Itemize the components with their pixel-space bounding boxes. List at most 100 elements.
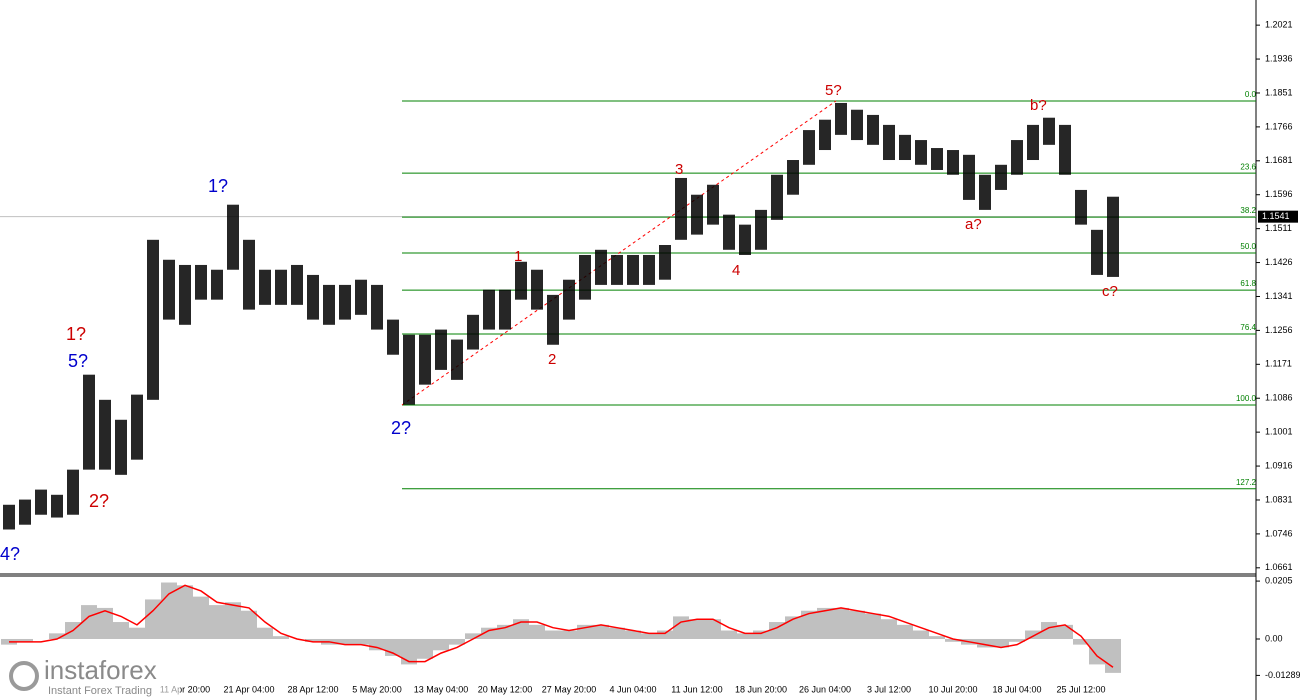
macd-bar (97, 607, 113, 639)
price-bar (979, 174, 991, 210)
price-bar (179, 264, 191, 325)
price-bar (3, 504, 15, 530)
wave-label: 1? (208, 176, 228, 196)
macd-bar (721, 630, 737, 639)
y-tick-label: 1.1596 (1265, 189, 1293, 199)
x-tick-label: 10 Jul 20:00 (928, 684, 977, 694)
y-tick-label: 1.1256 (1265, 325, 1293, 335)
wave-label: 4 (732, 262, 740, 279)
price-bar (355, 279, 367, 315)
macd-bar (545, 630, 561, 639)
macd-bar (145, 599, 161, 639)
x-tick-label: 4 Jun 04:00 (609, 684, 656, 694)
price-bar (1011, 140, 1023, 175)
price-bar (723, 214, 735, 250)
price-bar (83, 374, 95, 470)
price-bar (771, 174, 783, 220)
price-bar (595, 249, 607, 285)
macd-bar (913, 630, 929, 639)
y-tick-label: 1.1171 (1265, 359, 1292, 369)
price-bar (307, 274, 319, 320)
current-price-box (1258, 210, 1298, 223)
y-tick-label: 1.1936 (1265, 53, 1293, 63)
macd-bar (609, 627, 625, 639)
x-tick-label: 26 Jun 04:00 (799, 684, 851, 694)
macd-bar (641, 633, 657, 639)
macd-bar (449, 638, 465, 645)
x-tick-label: 20 May 12:00 (478, 684, 533, 694)
y-tick-label: 1.1766 (1265, 121, 1293, 131)
price-bar (1075, 189, 1087, 225)
macd-bar (129, 627, 145, 639)
price-bar (19, 499, 31, 525)
watermark-brand: instaforex (44, 655, 157, 685)
price-bar (483, 289, 495, 330)
y-tick-label: 1.1681 (1265, 155, 1293, 165)
macd-bar (1057, 624, 1073, 639)
price-bar (51, 494, 63, 518)
price-bar (1107, 196, 1119, 277)
macd-bar (433, 638, 449, 651)
y-tick-label: 1.1341 (1265, 291, 1293, 301)
fib-label: 76.4 (1240, 323, 1256, 332)
price-bar (67, 469, 79, 515)
y2-tick-label: -0.01289 (1265, 670, 1300, 680)
wave-label: 5? (68, 351, 88, 371)
macd-bar (225, 602, 241, 639)
wave-label: 2? (391, 418, 411, 438)
macd-bar (1025, 630, 1041, 639)
macd-bar (897, 624, 913, 639)
price-bar (899, 134, 911, 161)
price-bar (931, 148, 943, 170)
macd-bar (401, 638, 417, 665)
price-bar (147, 239, 159, 400)
fib-label: 127.2 (1236, 478, 1257, 487)
macd-bar (801, 610, 817, 639)
price-bar (131, 394, 143, 460)
price-bar (195, 264, 207, 300)
price-bar (915, 140, 927, 165)
macd-bar (305, 638, 321, 642)
price-bar (227, 204, 239, 270)
price-bar (419, 334, 431, 385)
price-bar (835, 102, 847, 135)
y-tick-label: 1.0661 (1265, 562, 1293, 572)
price-bar (851, 109, 863, 141)
x-tick-label: 11 Jun 12:00 (671, 684, 722, 694)
macd-bar (241, 610, 257, 639)
price-bar (691, 194, 703, 235)
price-bar (435, 329, 447, 370)
price-bar (163, 259, 175, 320)
y2-tick-label: 0.0205 (1265, 575, 1293, 585)
price-bar (883, 124, 895, 161)
macd-bar (833, 607, 849, 639)
wave-label: b? (1030, 97, 1047, 114)
price-bar (547, 294, 559, 345)
trend-line (401, 100, 837, 406)
x-tick-label: 3 Jul 12:00 (867, 684, 911, 694)
price-bar (211, 269, 223, 300)
price-bar (451, 339, 463, 380)
y-tick-label: 1.1511 (1265, 223, 1292, 233)
y-tick-label: 1.1851 (1265, 87, 1293, 97)
macd-bar (705, 619, 721, 639)
macd-bar (1073, 638, 1089, 645)
price-bar (1027, 124, 1039, 161)
price-bar (243, 239, 255, 310)
wave-label: 2 (548, 351, 556, 368)
price-bar (803, 130, 815, 165)
price-bar (739, 224, 751, 255)
fib-label: 50.0 (1240, 242, 1256, 251)
macd-bar (817, 607, 833, 639)
x-tick-label: 18 Jul 04:00 (992, 684, 1041, 694)
macd-bar (625, 630, 641, 639)
macd-bar (353, 638, 369, 645)
y-tick-label: 1.2021 (1265, 20, 1293, 30)
watermark-tagline: Instant Forex Trading (48, 685, 152, 697)
wave-label: 1 (514, 248, 522, 265)
macd-bar (1105, 638, 1121, 673)
macd-bar (737, 633, 753, 639)
wave-label: a? (965, 216, 982, 233)
macd-bar (1009, 638, 1025, 642)
macd-bar (945, 638, 961, 642)
